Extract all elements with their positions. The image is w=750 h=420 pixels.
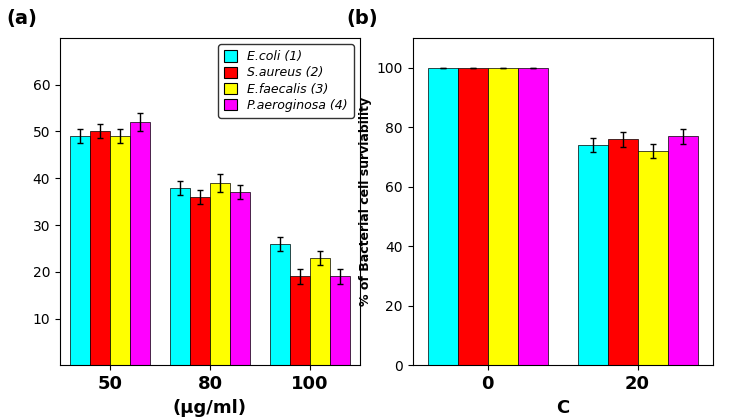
Y-axis label: % of Bacterial cell surviability: % of Bacterial cell surviability	[359, 97, 372, 306]
Bar	[310, 258, 330, 365]
Bar	[130, 122, 150, 365]
X-axis label: (μg/ml): (μg/ml)	[173, 399, 247, 417]
Text: (b): (b)	[346, 9, 378, 28]
Bar	[488, 68, 518, 365]
Bar	[290, 276, 310, 365]
X-axis label: C: C	[556, 399, 569, 417]
Text: (a): (a)	[6, 9, 37, 28]
Bar	[190, 197, 210, 365]
Bar	[170, 188, 190, 365]
Bar	[458, 68, 488, 365]
Bar	[110, 136, 130, 365]
Bar	[230, 192, 250, 365]
Bar	[427, 68, 458, 365]
Bar	[210, 183, 230, 365]
Bar	[70, 136, 90, 365]
Bar	[330, 276, 350, 365]
Bar	[90, 131, 110, 365]
Bar	[668, 136, 698, 365]
Bar	[270, 244, 290, 365]
Bar	[518, 68, 548, 365]
Bar	[638, 151, 668, 365]
Bar	[608, 139, 638, 365]
Legend: E.coli (1), S.aureus (2), E.faecalis (3), P.aeroginosa (4): E.coli (1), S.aureus (2), E.faecalis (3)…	[218, 44, 354, 118]
Bar	[578, 145, 608, 365]
